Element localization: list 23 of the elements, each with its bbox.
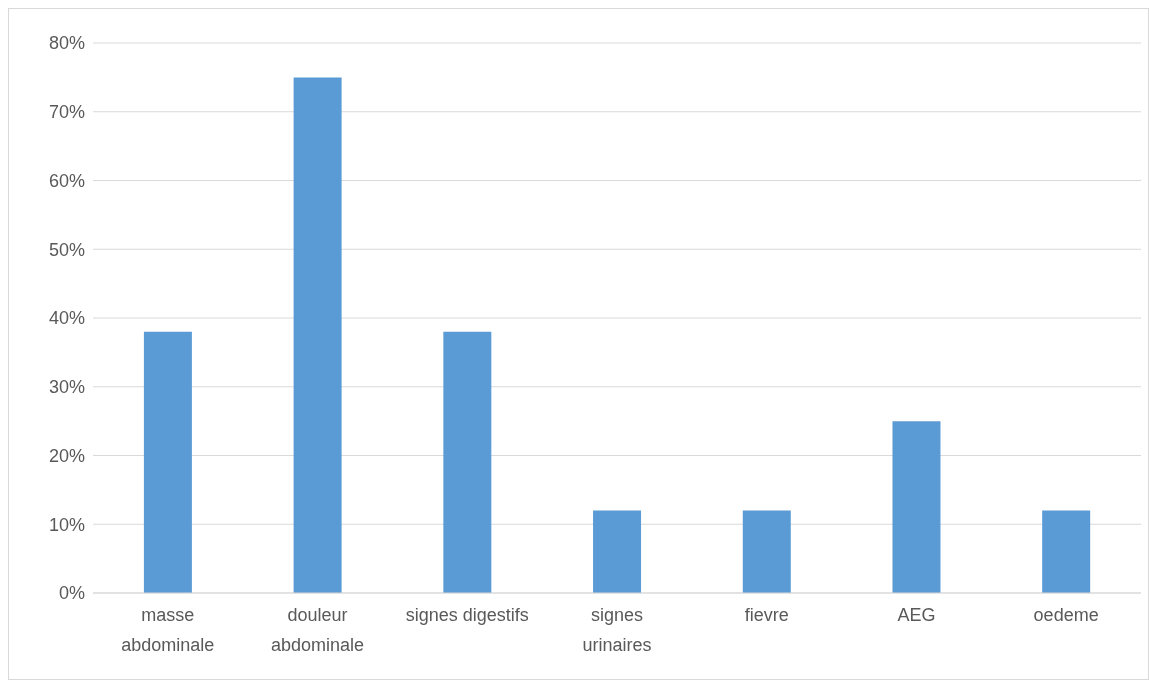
y-tick-label: 10% <box>48 514 85 535</box>
x-tick-label: AEG <box>897 605 936 625</box>
y-tick-label: 0% <box>58 583 85 604</box>
y-tick-label: 80% <box>48 33 85 54</box>
bar <box>293 77 342 593</box>
bar <box>593 510 642 593</box>
x-tick-label: masse abdominale <box>121 605 215 655</box>
y-tick-label: 70% <box>48 102 85 123</box>
bar <box>443 331 492 593</box>
y-tick-label: 60% <box>48 170 85 191</box>
bar <box>742 510 791 593</box>
bar <box>143 331 192 593</box>
y-tick-label: 50% <box>48 239 85 260</box>
bar <box>1042 510 1091 593</box>
x-tick-label: fievre <box>744 605 789 625</box>
bar <box>892 421 941 593</box>
x-tick-label: signes urinaires <box>582 605 652 655</box>
x-tick-label: oedeme <box>1033 605 1099 625</box>
x-tick-label: signes digestifs <box>405 605 529 625</box>
y-tick-label: 40% <box>48 308 85 329</box>
y-tick-label: 30% <box>48 377 85 398</box>
x-tick-label: douleur abdominale <box>271 605 365 655</box>
y-tick-label: 20% <box>48 445 85 466</box>
